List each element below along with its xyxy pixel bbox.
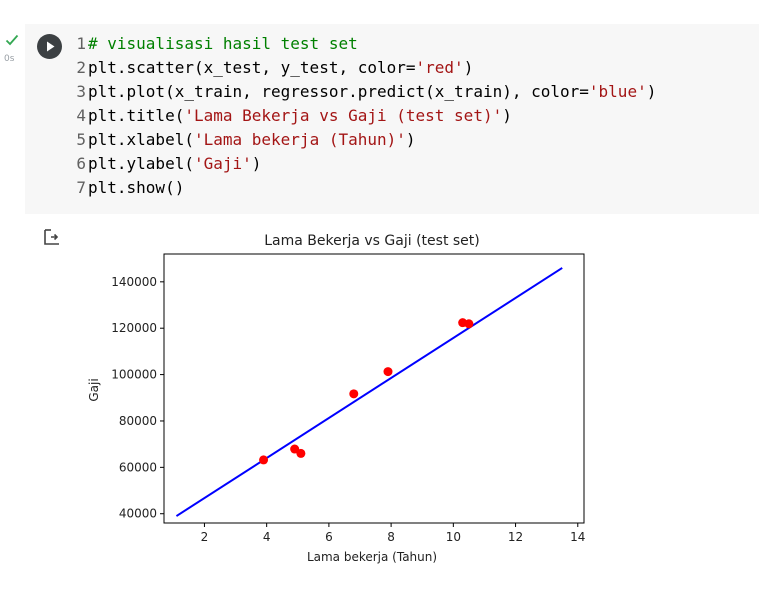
x-axis-label: Lama bekerja (Tahun) [307, 550, 437, 564]
x-tick-label: 10 [446, 530, 461, 544]
scatter-point [384, 367, 393, 376]
y-tick-label: 40000 [119, 507, 157, 521]
x-tick-label: 8 [387, 530, 395, 544]
scatter-point [464, 319, 473, 328]
x-tick-label: 6 [325, 530, 333, 544]
chart-series [176, 268, 562, 516]
y-tick-label: 140000 [111, 275, 157, 289]
y-tick-label: 100000 [111, 368, 157, 382]
scatter-point [349, 389, 358, 398]
regression-line [176, 268, 562, 516]
y-tick-label: 120000 [111, 321, 157, 335]
x-tick-label: 12 [508, 530, 523, 544]
x-tick-label: 4 [263, 530, 271, 544]
scatter-point [296, 449, 305, 458]
y-axis-ticks: 40000 60000 80000 100000 120000 140000 [111, 275, 164, 521]
scatter-point [259, 455, 268, 464]
x-tick-label: 2 [201, 530, 209, 544]
y-tick-label: 60000 [119, 460, 157, 474]
x-axis-ticks: 2 4 6 8 10 12 14 [201, 523, 586, 544]
x-tick-label: 14 [570, 530, 585, 544]
y-tick-label: 80000 [119, 414, 157, 428]
y-axis-label: Gaji [87, 378, 101, 401]
chart-title: Lama Bekerja vs Gaji (test set) [264, 233, 480, 249]
